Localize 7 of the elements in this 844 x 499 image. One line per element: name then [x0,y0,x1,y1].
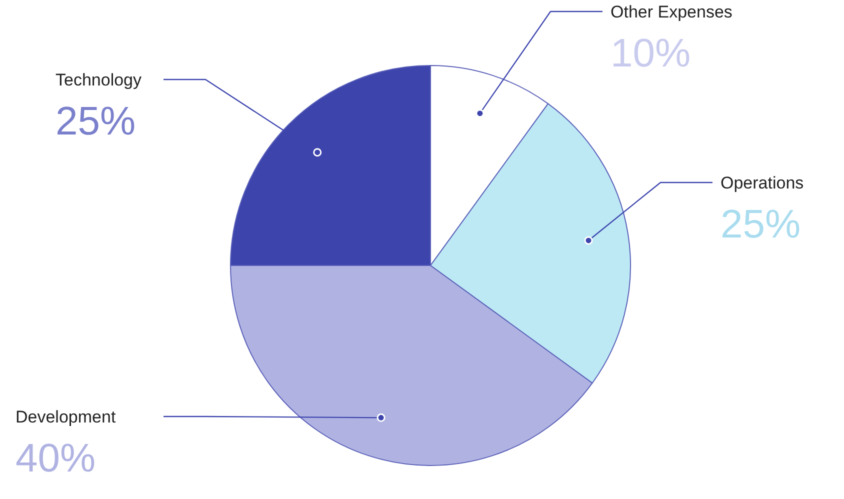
data-label: 40% [16,436,96,480]
slice-label: Other Expenses [610,2,732,22]
data-label: 25% [56,100,136,144]
data-label: 25% [720,202,801,246]
slice-label: Technology [56,70,142,90]
slice-label: Operations [720,174,804,192]
slice-label: Development [16,408,116,426]
